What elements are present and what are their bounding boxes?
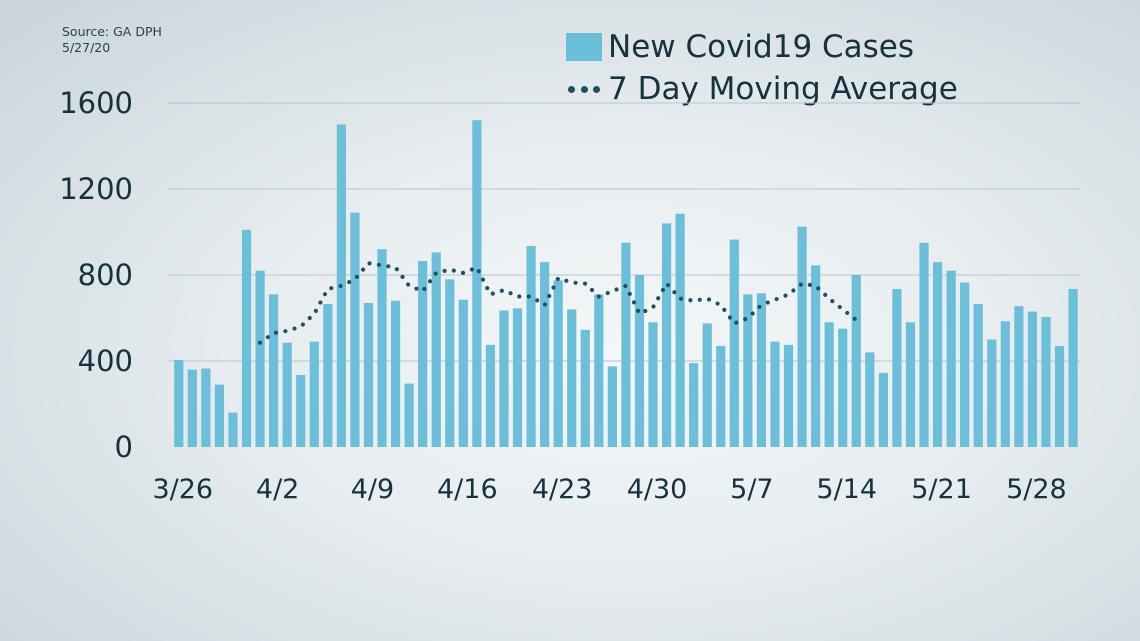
case-bar <box>458 299 468 447</box>
case-bar <box>878 372 888 447</box>
case-bar <box>567 309 577 447</box>
case-bar <box>1027 311 1038 447</box>
case-bar <box>960 282 970 447</box>
case-bar <box>309 341 319 447</box>
legend-label-average: 7 Day Moving Average <box>608 71 958 107</box>
case-bar <box>553 280 563 447</box>
x-tick-label: 4/2 <box>256 474 299 505</box>
case-bar <box>743 294 753 447</box>
case-bar <box>526 245 536 447</box>
case-bar <box>350 212 360 447</box>
case-bar <box>838 328 848 447</box>
case-bar <box>783 344 794 447</box>
case-bar <box>540 262 550 447</box>
case-bar <box>512 308 523 447</box>
case-bar <box>390 300 401 447</box>
source-line: Source: GA DPH <box>62 24 162 39</box>
case-bar <box>214 384 225 447</box>
x-tick-label: 4/23 <box>532 474 593 505</box>
case-bars <box>174 120 1078 447</box>
chart-legend: New Covid19 Cases 7 Day Moving Average <box>566 26 958 110</box>
bar-swatch-icon <box>566 33 602 61</box>
y-tick-label: 1200 <box>59 172 133 206</box>
x-axis-ticks: 3/26 4/2 4/9 4/16 4/23 4/30 5/7 5/14 5/21 5/28 <box>152 474 1066 505</box>
case-bar <box>187 369 197 447</box>
moving-average-line <box>258 260 859 345</box>
case-bar <box>323 304 333 447</box>
case-bar <box>716 345 726 447</box>
source-note: Source: GA DPH 5/27/20 <box>62 24 162 56</box>
x-tick-label: 3/26 <box>152 474 213 505</box>
x-tick-label: 5/28 <box>1006 474 1067 505</box>
case-bar <box>431 252 441 447</box>
case-bar <box>1041 316 1051 447</box>
case-bar <box>499 310 509 447</box>
case-bar <box>255 270 265 447</box>
case-bar <box>1068 288 1078 447</box>
case-bar <box>689 363 699 447</box>
case-bar <box>269 294 279 447</box>
y-tick-label: 800 <box>78 258 133 292</box>
case-bar <box>228 412 238 447</box>
case-bar <box>675 213 685 447</box>
case-bar <box>729 239 739 447</box>
case-bar <box>702 323 712 447</box>
case-bar <box>472 120 482 447</box>
legend-item-average: 7 Day Moving Average <box>566 68 958 110</box>
case-bar <box>973 304 983 447</box>
case-bar <box>634 275 645 447</box>
y-tick-label: 1600 <box>59 86 133 120</box>
case-bar <box>797 226 807 447</box>
case-bar <box>756 293 767 447</box>
dotted-line-icon <box>566 75 602 103</box>
case-bar <box>418 261 428 447</box>
case-bar <box>377 249 387 447</box>
case-bar <box>1054 345 1065 447</box>
case-bar <box>932 262 943 447</box>
case-bar <box>865 352 875 447</box>
x-tick-label: 4/30 <box>627 474 688 505</box>
case-bar <box>987 339 997 447</box>
moving-average-path <box>258 260 859 345</box>
case-bar <box>892 288 902 447</box>
case-bar <box>946 270 956 447</box>
case-bar <box>824 322 834 447</box>
source-date: 5/27/20 <box>62 40 111 55</box>
case-bar <box>404 383 414 447</box>
x-tick-label: 4/16 <box>437 474 498 505</box>
case-bar <box>445 279 455 447</box>
case-bar <box>485 344 496 447</box>
case-bar <box>811 265 821 447</box>
case-bar <box>661 223 672 447</box>
x-tick-label: 5/21 <box>911 474 972 505</box>
case-bar <box>905 322 916 447</box>
y-axis-ticks: 0 400 800 1200 1600 <box>59 86 133 464</box>
case-bar <box>1000 321 1010 447</box>
case-bar <box>1014 306 1024 447</box>
case-bar <box>851 275 861 447</box>
legend-label-cases: New Covid19 Cases <box>608 29 915 65</box>
x-tick-label: 5/14 <box>816 474 877 505</box>
case-bar <box>363 302 374 447</box>
case-bar <box>770 341 780 447</box>
y-tick-label: 0 <box>115 430 133 464</box>
case-bar <box>282 342 292 447</box>
case-bar <box>580 329 590 447</box>
case-bar <box>241 229 252 447</box>
case-bar <box>594 294 604 447</box>
case-bar <box>621 242 631 447</box>
case-bar <box>648 322 658 447</box>
case-bar <box>607 366 617 447</box>
case-bar <box>919 242 929 447</box>
y-tick-label: 400 <box>78 344 133 378</box>
case-bar <box>174 359 184 447</box>
x-tick-label: 5/7 <box>730 474 773 505</box>
x-tick-label: 4/9 <box>351 474 394 505</box>
case-bar <box>201 368 211 447</box>
legend-item-cases: New Covid19 Cases <box>566 26 958 68</box>
case-bar <box>296 374 306 447</box>
